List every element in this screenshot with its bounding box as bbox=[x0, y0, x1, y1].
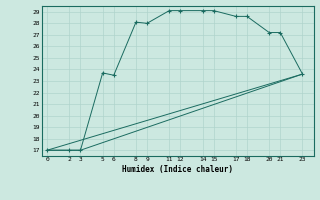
X-axis label: Humidex (Indice chaleur): Humidex (Indice chaleur) bbox=[122, 165, 233, 174]
